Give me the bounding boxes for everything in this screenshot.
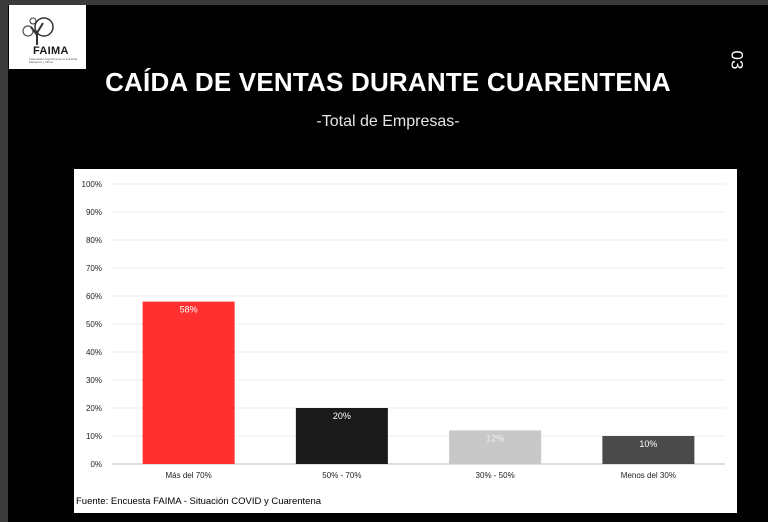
x-tick-label: Menos del 30% [621, 471, 676, 480]
slide: FAIMA Federación Argentina de la Industr… [8, 5, 768, 522]
x-tick-label: 50% - 70% [322, 471, 361, 480]
y-tick-label: 0% [90, 460, 102, 469]
x-tick-label: Más del 70% [166, 471, 212, 480]
y-tick-label: 60% [86, 292, 102, 301]
y-tick-label: 100% [82, 180, 102, 189]
source-note: Fuente: Encuesta FAIMA - Situación COVID… [76, 496, 322, 507]
bar-chart: 0% 10% 20% 30% 40% 50% 60% 70% 80% 90% 100% 58% Más … [82, 180, 725, 480]
bar [142, 301, 235, 464]
y-tick-label: 70% [86, 264, 102, 273]
tree-logo-icon [22, 17, 54, 45]
y-tick-label: 20% [86, 404, 102, 413]
y-tick-label: 10% [86, 432, 102, 441]
chart-title: CAÍDA DE VENTAS DURANTE CUARENTENA [105, 67, 671, 97]
y-tick-label: 50% [86, 320, 102, 329]
chart-subtitle: -Total de Empresas- [316, 113, 460, 130]
logo-subtitle: Federación Argentina de la Industria Mad… [29, 57, 78, 64]
chart-panel: 0% 10% 20% 30% 40% 50% 60% 70% 80% 90% 100% 58% Más … [74, 169, 737, 513]
logo-name: FAIMA [33, 45, 69, 57]
data-label: 10% [639, 439, 657, 449]
y-tick-label: 80% [86, 236, 102, 245]
data-label: 20% [333, 411, 351, 421]
faima-logo: FAIMA Federación Argentina de la Industr… [9, 5, 86, 69]
data-label: 12% [486, 433, 504, 443]
y-tick-label: 40% [86, 348, 102, 357]
bar [602, 436, 695, 464]
x-tick-label: 30% - 50% [476, 471, 515, 480]
y-tick-label: 30% [86, 376, 102, 385]
y-tick-label: 90% [86, 208, 102, 217]
data-label: 58% [180, 305, 198, 315]
bar [295, 408, 388, 464]
bar [449, 430, 542, 464]
